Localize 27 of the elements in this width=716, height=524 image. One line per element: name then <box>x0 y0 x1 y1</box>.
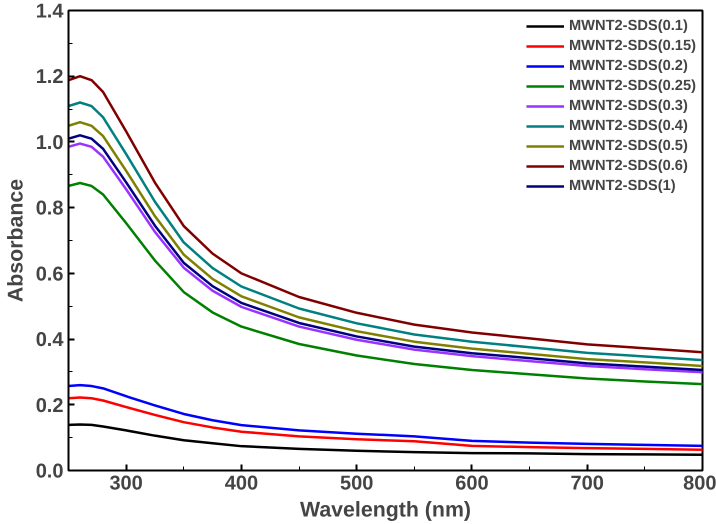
line-series <box>68 396 702 452</box>
y-tick-label: 0.4 <box>36 329 64 352</box>
x-tick-label: 500 <box>340 472 374 494</box>
y-tick-label: 1.4 <box>36 0 64 22</box>
x-tick-label: 800 <box>683 472 716 494</box>
y-tick-label: 1.0 <box>36 132 64 154</box>
y-tick-label: 0.6 <box>36 263 64 286</box>
legend-label: MWNT2-SDS(0.5) <box>568 138 688 154</box>
legend-label: MWNT2-SDS(0.15) <box>568 38 696 54</box>
x-tick-label: 400 <box>224 472 258 494</box>
legend-label: MWNT2-SDS(0.6) <box>568 158 688 174</box>
y-tick-label: 0.0 <box>36 460 64 482</box>
legend-label: MWNT2-SDS(0.25) <box>568 78 696 94</box>
legend-label: MWNT2-SDS(0.2) <box>568 58 688 74</box>
x-axis-title: Wavelength (nm) <box>300 498 472 522</box>
legend-label: MWNT2-SDS(0.4) <box>568 118 688 134</box>
y-tick-label: 0.2 <box>36 394 64 417</box>
y-tick-label: 0.8 <box>36 198 64 220</box>
legend-label: MWNT2-SDS(0.3) <box>568 98 688 114</box>
legend-label: MWNT2-SDS(1) <box>568 178 676 194</box>
line-series <box>68 384 702 448</box>
x-tick-label: 600 <box>455 472 489 494</box>
y-tick-label: 1.2 <box>36 66 64 88</box>
legend-label: MWNT2-SDS(0.1) <box>568 18 688 34</box>
y-axis-title: Absorbance <box>4 178 28 302</box>
x-tick-label: 300 <box>109 472 143 494</box>
x-tick-label: 700 <box>570 472 604 494</box>
